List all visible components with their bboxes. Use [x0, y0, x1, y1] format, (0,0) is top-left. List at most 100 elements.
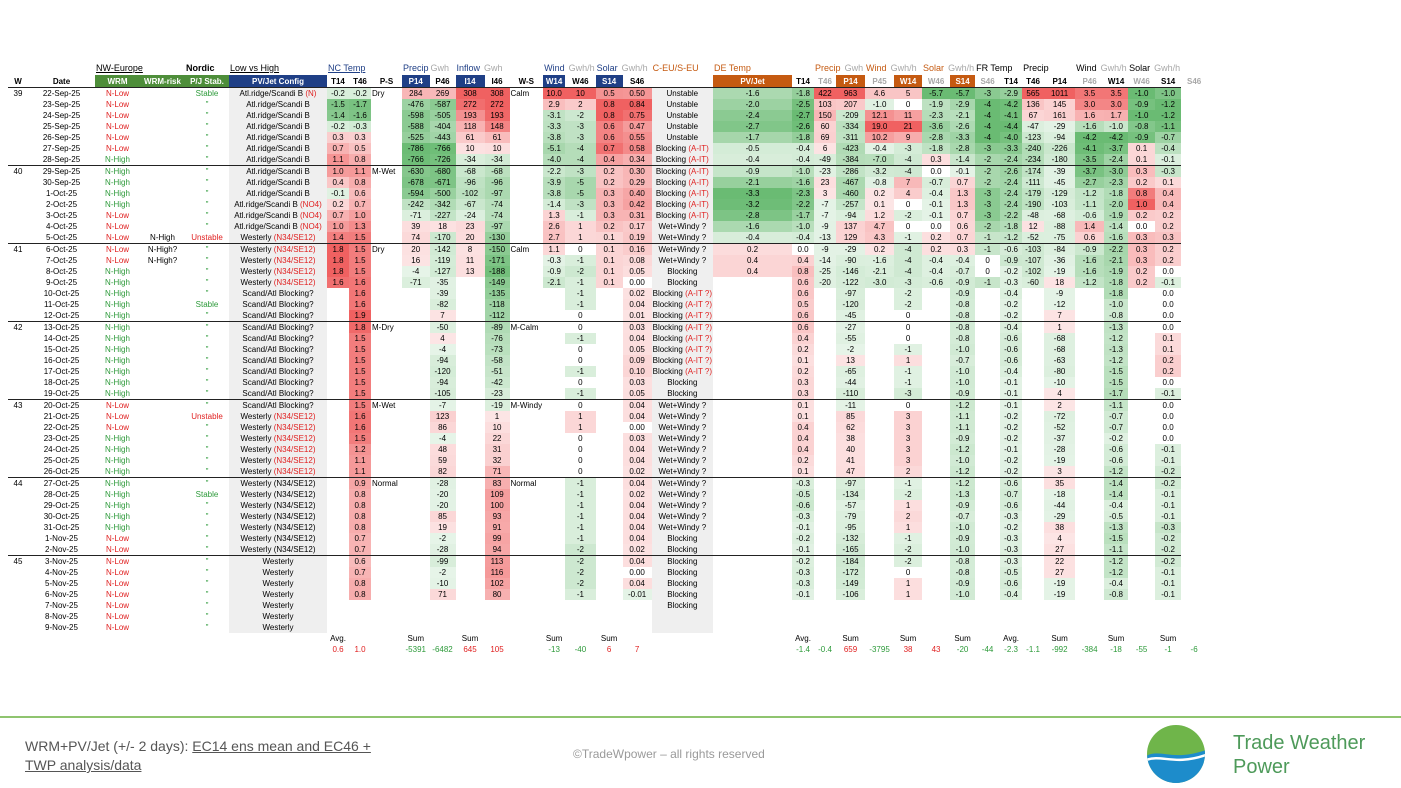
cell-s14: 0.3: [595, 199, 623, 210]
cell-ps: [371, 221, 402, 232]
cell-ft14: [975, 533, 1000, 544]
cell-dt46: 0.0: [792, 243, 815, 255]
cell-ft46: -0.5: [1000, 567, 1023, 578]
cell-dp45: -65: [836, 366, 866, 377]
pv-jet-config: Westerly (N34/SE12): [229, 477, 327, 489]
cell-s14: 0.3: [595, 188, 623, 199]
cell-ds14: [922, 366, 950, 377]
cell-fp14: [1022, 589, 1044, 600]
group-c-eu: C-EU/S-EU: [652, 62, 713, 75]
cell-w46: 0: [565, 321, 596, 333]
row-date: 20-Oct-25: [28, 399, 95, 411]
cell-dp14: [814, 344, 836, 355]
cell-dw14: [865, 399, 895, 411]
cell-ft14: [975, 466, 1000, 478]
pv-jet-config-main: Scand/Atl Blocking?: [242, 356, 314, 365]
cell-fs14: [1128, 310, 1155, 322]
week-number: [8, 600, 28, 611]
cell-ft14: [975, 344, 1000, 355]
pv-jet-config-main: Westerly: [262, 557, 294, 566]
cell-dt14: [713, 622, 792, 633]
cell-s46: 0.02: [622, 489, 652, 500]
cell-ds46: -0.8: [950, 333, 976, 344]
pv-jet-eu: Blocking (A-IT): [651, 154, 714, 166]
cell-fw46: -0.4: [1104, 578, 1129, 589]
cell-ps: [371, 121, 402, 132]
pv-jet-config: Westerly (N34/SE12): [229, 422, 327, 433]
week-number: [8, 333, 28, 344]
cell-p14: -630: [402, 165, 430, 177]
cell-fw46: -1.0: [1104, 121, 1129, 132]
cell-dw46: 21: [894, 121, 923, 132]
cell-t46: 0.8: [349, 500, 371, 511]
cell-dt46: -0.1: [792, 522, 815, 533]
cell-dp14: [814, 355, 836, 366]
cell-w14: -3.9: [543, 177, 566, 188]
cell-fs14: 0.2: [1128, 177, 1156, 188]
summary-value: -6482: [432, 645, 453, 654]
cell-ds46: -0.9: [950, 388, 976, 400]
cell-dw14: [865, 388, 894, 400]
cell-s46: 0.19: [622, 232, 652, 244]
cell-i14: -34: [455, 154, 485, 166]
cell-w46: -2: [565, 567, 596, 578]
cell-fp46: -68: [1044, 333, 1076, 344]
cell-fp46: -9: [1044, 288, 1076, 299]
table-row: 2-Nov-25 N-Low " Westerly (N34/SE12) 0.7 -28 9…: [8, 544, 1207, 556]
cell-dp45: -165: [836, 544, 866, 556]
group-de-wind: Wind Gwh/h: [865, 62, 922, 75]
cell-ds46: 1.3: [950, 199, 976, 210]
pv-jet-eu-main: Blocking: [667, 267, 698, 276]
cell-fw46: -1.3: [1104, 522, 1129, 533]
pv-jet-config-main: Scand/Atl Blocking?: [242, 311, 314, 320]
col-header-32: W14: [1107, 76, 1125, 86]
cell-t14: [327, 344, 349, 355]
pv-jet-eu: Wet+Windy ?: [651, 232, 714, 244]
cell-i14: [456, 344, 485, 355]
cell-w14: [543, 310, 565, 322]
cell-ps: [371, 533, 402, 544]
cell-ds46: [950, 611, 975, 622]
cell-fp46: -36: [1044, 255, 1076, 266]
cell-ws: Normal: [509, 477, 544, 489]
cell-w46: -5: [565, 177, 596, 188]
footer-note-link-2[interactable]: TWP analysis/data: [25, 757, 142, 773]
cell-dw14: [865, 600, 894, 611]
cell-fw14: -4.2: [1075, 132, 1105, 143]
cell-ft46: -3.3: [1000, 143, 1023, 154]
group-solar-unit: Gwh/h: [621, 63, 648, 73]
cell-ds14: -0.1: [922, 210, 951, 221]
cell-s14: 0.1: [595, 266, 623, 277]
cell-dw46: -1: [894, 377, 923, 388]
cell-t14: [327, 477, 349, 489]
cell-w46: 0: [578, 467, 583, 476]
cell-dw46: -4: [894, 154, 923, 166]
footer-note-link[interactable]: EC14 ens mean and EC46 +: [192, 738, 371, 754]
cell-w46: 0: [578, 456, 583, 465]
cell-fs14: [1128, 411, 1155, 422]
cell-s14: [595, 321, 623, 333]
cell-dw14: 4.6: [865, 87, 895, 99]
cell-fs14: 0.2: [1128, 266, 1156, 277]
cell-ft14: [975, 299, 1000, 310]
wrm-value: N-High: [105, 434, 130, 443]
cell-fw46: -1.0: [1104, 299, 1129, 310]
cell-w14: [543, 422, 565, 433]
cell-p14: [402, 522, 430, 533]
col-header-31: P46: [1082, 76, 1097, 86]
forecast-table: NW-Europe Nordic Low vs High NC Temp Precip G…: [8, 62, 1207, 655]
cell-ds14: -0.1: [922, 199, 951, 210]
cell-dt14: [713, 555, 793, 567]
cell-s14: 0.7: [595, 143, 623, 154]
cell-ds14: [922, 533, 950, 544]
pv-jet-eu-main: Wet+Windy ?: [658, 523, 707, 532]
cell-ft46: -0.2: [1000, 522, 1023, 533]
row-date: 10-Oct-25: [43, 289, 80, 298]
cell-fp14: [1022, 611, 1044, 622]
cell-w46: -5: [565, 188, 596, 199]
cell-ds14: -0.7: [922, 177, 951, 188]
cell-dp14: [814, 589, 836, 600]
cell-fs14: [1128, 544, 1155, 556]
wrm-value: N-Low: [105, 590, 130, 599]
cell-ps: [371, 177, 402, 188]
